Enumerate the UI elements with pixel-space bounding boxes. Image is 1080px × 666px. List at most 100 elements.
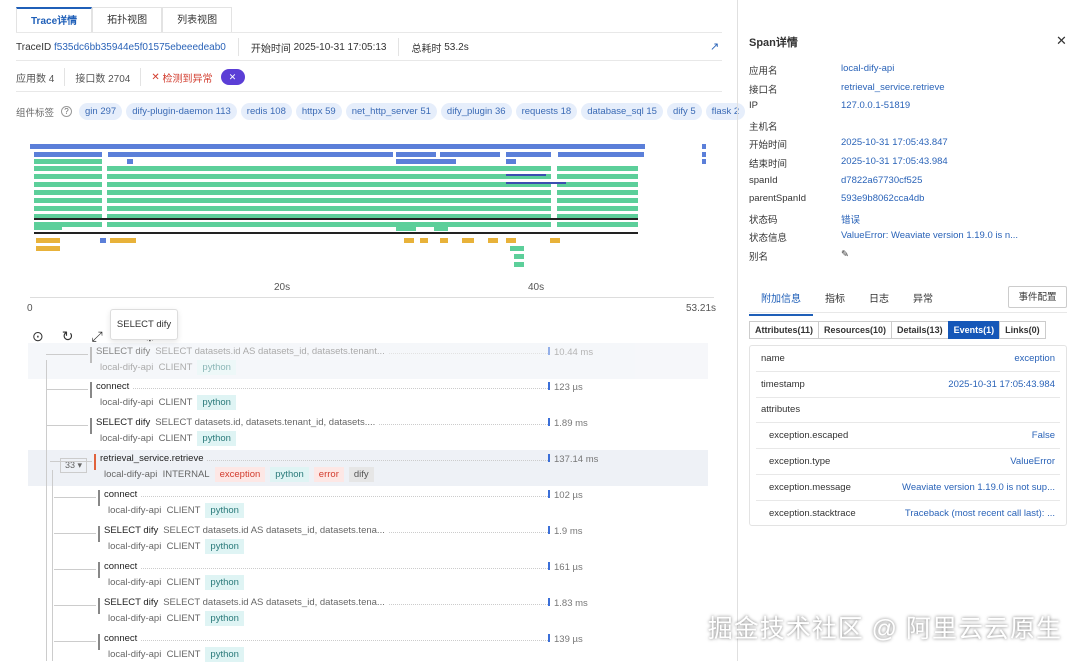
collapse-toggle[interactable]: 33 ▾ <box>60 458 88 473</box>
field-label: spanId <box>749 174 778 186</box>
subtab-resources[interactable]: Resources(10) <box>818 321 893 339</box>
timeline-bar <box>107 206 551 211</box>
field-value[interactable]: 2025-10-31 17:05:43.847 <box>841 137 948 149</box>
span-row[interactable]: 33 ▾ retrieval_service.retrieve local-di… <box>28 450 708 486</box>
tab-list[interactable]: 列表视图 <box>162 7 233 32</box>
span-row[interactable]: connect local-dify-api CLIENT python 139 … <box>28 630 708 666</box>
event-key: exception.type <box>769 456 831 468</box>
field-value[interactable]: 593e9b8062cca4db <box>841 193 925 205</box>
span-kind: CLIENT <box>166 577 201 588</box>
guide-line <box>104 496 548 497</box>
event-value[interactable]: False <box>1031 430 1055 442</box>
event-key: timestamp <box>761 378 805 390</box>
tab-exceptions[interactable]: 异常 <box>913 294 933 305</box>
timeline-bar <box>34 182 102 187</box>
component-tag[interactable]: net_http_server 51 <box>345 103 437 120</box>
field-value[interactable]: 2025-10-31 17:05:43.984 <box>841 156 948 167</box>
span-tag: python <box>197 395 236 410</box>
tab-metrics[interactable]: 指标 <box>825 294 845 305</box>
refresh-icon[interactable]: ↻ <box>61 328 74 344</box>
span-row[interactable]: SELECT dify SELECT datasets.id AS dataset… <box>28 594 708 630</box>
span-tag: python <box>205 539 244 554</box>
timeline-bar <box>506 159 516 164</box>
span-name: connect <box>96 381 130 392</box>
timeline-bar <box>34 190 102 195</box>
event-value[interactable]: ValueError <box>1010 456 1055 468</box>
component-tag[interactable]: dify_plugin 36 <box>440 103 512 120</box>
field-value[interactable]: local-dify-api <box>841 63 895 74</box>
timeline-minimap[interactable] <box>30 140 710 270</box>
locate-icon[interactable]: ⊙ <box>32 328 44 344</box>
event-value[interactable]: Traceback (most recent call last): ... <box>904 508 1055 520</box>
open-external-icon[interactable]: ↗ <box>710 41 720 53</box>
subtab-events[interactable]: Events(1) <box>947 321 1001 339</box>
span-tag: python <box>205 611 244 626</box>
span-app: local-dify-api <box>108 505 162 516</box>
component-tag[interactable]: httpx 59 <box>295 103 342 120</box>
event-value[interactable]: exception <box>1014 352 1055 364</box>
close-icon[interactable]: ✕ <box>1056 33 1067 48</box>
field-value[interactable]: 错误 <box>841 214 861 226</box>
span-row[interactable]: SELECT dify SELECT datasets.id AS dataset… <box>28 343 708 379</box>
event-value[interactable]: 2025-10-31 17:05:43.984 <box>948 378 1055 390</box>
timeline-bar <box>557 198 638 203</box>
anomaly-detected[interactable]: 检测到异常 <box>162 73 213 85</box>
expand-icon[interactable]: ⤢ <box>91 328 103 344</box>
component-tag[interactable]: gin 297 <box>79 103 123 120</box>
field-value[interactable]: retrieval_service.retrieve <box>841 81 945 93</box>
watermark: 掘金技术社区 @ 阿里云云原生 <box>707 615 1062 643</box>
timeline-bar <box>557 206 638 211</box>
timeline-bar <box>34 214 102 219</box>
tree-connector <box>46 425 88 426</box>
subtab-details[interactable]: Details(13) <box>891 321 949 339</box>
component-tag[interactable]: requests 18 <box>515 103 578 120</box>
timeline-bar <box>420 238 428 243</box>
diagnose-icon[interactable]: ✕ <box>220 69 245 85</box>
span-tag: error <box>313 467 344 482</box>
subtab-attributes[interactable]: Attributes(11) <box>749 321 820 339</box>
timeline-bar <box>550 238 560 243</box>
field-label: 应用名 <box>749 66 778 77</box>
timeline-bar <box>107 214 551 219</box>
timeline-bar <box>34 174 102 179</box>
component-tag[interactable]: dify-plugin-daemon 113 <box>126 103 237 120</box>
subtab-links[interactable]: Links(0) <box>999 321 1046 339</box>
event-config-button[interactable]: 事件配置 <box>1008 286 1067 308</box>
tree-connector <box>50 461 92 462</box>
timeline-bar <box>557 182 638 187</box>
tab-topology[interactable]: 拓扑视图 <box>92 7 163 32</box>
event-value[interactable]: Weaviate version 1.19.0 is not sup... <box>902 481 1055 493</box>
span-kind: INTERNAL <box>162 469 210 480</box>
span-row[interactable]: connect local-dify-api CLIENT python 102 … <box>28 486 708 522</box>
tab-logs[interactable]: 日志 <box>869 294 889 305</box>
tab-trace-detail[interactable]: Trace详情 <box>16 7 93 32</box>
span-row[interactable]: connect local-dify-api CLIENT python 161 … <box>28 558 708 594</box>
span-indicator <box>98 562 100 578</box>
pane-divider[interactable] <box>737 0 738 661</box>
span-app: local-dify-api <box>108 541 162 552</box>
component-tag[interactable]: redis 108 <box>240 103 292 120</box>
field-value[interactable]: ValueError: Weaviate version 1.19.0 is n… <box>841 230 1019 242</box>
field-value[interactable]: d7822a67730cf525 <box>841 174 923 186</box>
component-tag[interactable]: database_sql 15 <box>581 103 663 120</box>
field-value[interactable]: 127.0.0.1-51819 <box>841 100 911 112</box>
close-icon[interactable]: ✕ <box>151 71 163 83</box>
tree-connector <box>54 569 96 570</box>
start-time: 2025-10-31 17:05:13 <box>293 41 387 53</box>
edit-icon[interactable]: ✎ <box>841 249 849 260</box>
guide-line <box>104 568 548 569</box>
span-row[interactable]: SELECT dify SELECT datasets.id, datasets.… <box>28 414 708 450</box>
event-row: exception.stacktrace Traceback (most rece… <box>756 501 1060 527</box>
help-icon[interactable]: ? <box>61 106 73 117</box>
span-row[interactable]: SELECT dify SELECT datasets.id AS dataset… <box>28 522 708 558</box>
timeline-bar <box>34 232 638 234</box>
span-row[interactable]: connect local-dify-api CLIENT python 123 … <box>28 378 708 414</box>
trace-id[interactable]: f535dc6bb35944e5f01575ebeeedeab0 <box>53 41 226 53</box>
component-tag[interactable]: dify 5 <box>666 103 702 120</box>
span-sql: SELECT datasets.id, datasets.tenant_id, … <box>155 417 376 428</box>
component-tag[interactable]: flask 2 <box>705 103 746 120</box>
span-name: SELECT dify <box>96 346 151 357</box>
tree-connector <box>52 470 53 661</box>
span-tag: python <box>205 647 244 662</box>
tab-extra-info[interactable]: 附加信息 <box>749 284 813 316</box>
